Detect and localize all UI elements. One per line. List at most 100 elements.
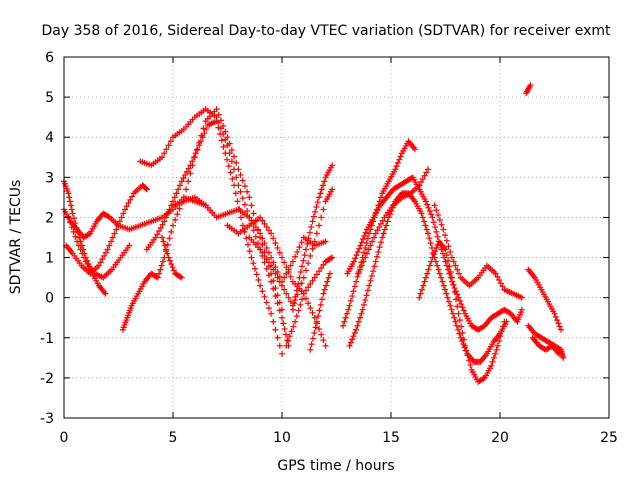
data-point [358,239,365,246]
series-arc3 [63,182,150,277]
data-point [490,354,497,361]
data-point [315,313,322,320]
data-point [159,258,166,265]
data-point [194,146,201,153]
data-point [293,287,300,294]
y-tick-label: 6 [45,50,54,66]
data-point [177,273,184,280]
data-point [268,254,275,261]
data-point [362,229,369,236]
data-point [383,222,390,229]
data-point [301,252,308,259]
data-point [456,317,463,324]
data-point [265,272,272,279]
data-point [450,258,457,265]
data-point [68,206,75,213]
data-point [364,287,371,294]
data-point [369,238,376,245]
data-point [305,260,312,267]
data-point [370,218,377,225]
data-point [455,326,462,333]
data-point [289,306,296,313]
data-point [231,182,238,189]
data-point [313,318,320,325]
data-point [274,244,281,251]
data-point [377,239,384,246]
data-point [261,252,268,259]
data-point [294,248,301,255]
data-point [496,337,503,344]
data-point [120,210,127,217]
data-point [292,318,299,325]
data-point [416,294,423,301]
data-point [156,270,163,277]
data-point [126,242,133,249]
data-point [428,211,435,218]
data-point [279,350,285,357]
data-point [73,224,80,231]
data-point [445,298,452,305]
data-point [199,134,206,141]
data-point [309,245,316,252]
data-point [284,337,291,344]
data-point [433,244,440,251]
data-point [244,188,251,195]
data-point [123,203,130,210]
data-point [374,227,381,234]
data-point [421,278,428,285]
data-point [357,314,364,321]
data-point [394,159,401,166]
data-point [163,214,170,221]
data-point [296,244,303,251]
series-arc23 [525,266,565,333]
data-point [363,292,370,299]
data-point [159,234,166,241]
data-point [250,260,257,267]
data-point [353,326,360,333]
data-point [174,211,181,218]
data-point [109,234,116,241]
data-point [313,271,320,278]
data-point [165,142,172,149]
data-point [259,249,266,256]
data-point [74,229,81,236]
data-point [376,198,383,205]
data-point [355,270,362,277]
data-point [246,194,253,201]
data-point [248,254,255,261]
data-point [178,274,185,281]
data-point [375,202,382,209]
data-point [322,238,329,245]
data-point [270,318,277,325]
data-point [270,285,277,292]
data-point [458,301,465,308]
data-point [445,257,452,264]
data-point [158,262,165,269]
data-point [276,307,283,314]
data-point [183,168,190,175]
data-point [346,302,353,309]
data-point [358,310,365,317]
data-point [434,262,441,269]
data-point [379,217,386,224]
data-point [421,172,428,179]
data-point [439,250,446,257]
data-point [376,244,383,251]
series-arc9 [170,194,329,285]
data-point [365,246,372,253]
data-point [305,300,312,307]
data-point [165,254,172,261]
data-point [274,300,281,307]
data-point [248,202,255,209]
data-point [358,262,365,269]
x-tick-label: 0 [60,430,69,446]
data-point [160,238,167,245]
data-point [79,250,86,257]
y-tick-label: 3 [45,170,54,186]
data-point [299,296,306,303]
data-point [329,186,336,193]
data-point [425,204,432,211]
y-tick-label: 1 [45,251,54,267]
data-point [362,244,369,251]
data-point [548,343,555,350]
